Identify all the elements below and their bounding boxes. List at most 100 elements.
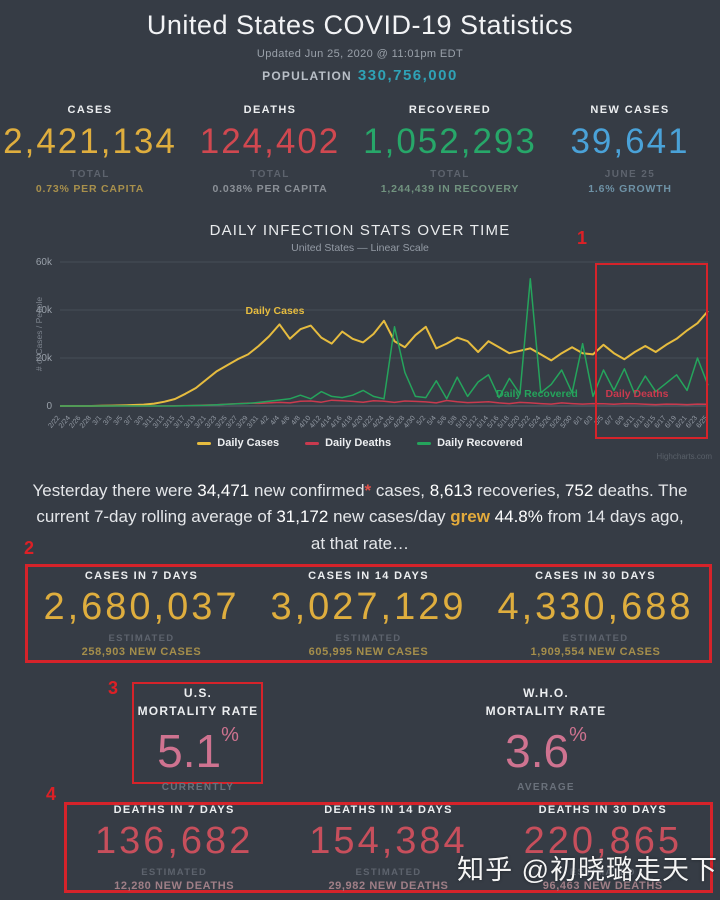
estimated-label: ESTIMATED [335, 632, 402, 644]
projection-subtext: 605,995 NEW CASES [308, 645, 429, 658]
stat-value: 1,052,293 [363, 122, 537, 161]
para-text: recoveries, [472, 481, 565, 500]
stat-cases: CASES 2,421,134 TOTAL 0.73% PER CAPITA [0, 104, 180, 195]
stat-subtext: 0.038% PER CAPITA [212, 183, 328, 195]
projection-value: 154,384 [309, 819, 468, 862]
population-line: POPULATION 330,756,000 [0, 67, 720, 84]
estimated-label: ESTIMATED [569, 866, 636, 878]
stat-value: 39,641 [570, 122, 690, 161]
legend-item-daily-deaths[interactable]: Daily Deaths [305, 437, 391, 449]
highcharts-credit: Highcharts.com [656, 452, 712, 461]
svg-text:Daily Cases: Daily Cases [246, 305, 305, 317]
svg-text:4/4: 4/4 [269, 415, 281, 427]
summary-paragraph: Yesterday there were 34,471 new confirme… [32, 478, 688, 557]
deaths-7-days: DEATHS IN 7 DAYS 136,682 ESTIMATED 12,28… [67, 804, 281, 892]
mortality-heading: W.H.O. MORTALITY RATE [396, 684, 696, 720]
chart-title: DAILY INFECTION STATS OVER TIME [209, 222, 511, 239]
svg-text:# of Cases / People: # of Cases / People [34, 297, 44, 371]
mortality-subtext: CURRENTLY [161, 782, 235, 793]
para-recoveries-count: 8,613 [429, 481, 473, 500]
mortality-value: 3.6% [396, 724, 696, 778]
chart-legend: Daily Cases Daily Deaths Daily Recovered [0, 437, 720, 449]
percent-sign: % [221, 724, 239, 746]
annotation-box-3-us-mortality [132, 682, 263, 784]
mortality-value: 5.1% [0, 724, 396, 778]
svg-text:5/4: 5/4 [426, 415, 438, 427]
annotation-box-2-cases-projections: CASES IN 7 DAYS 2,680,037 ESTIMATED 258,… [25, 564, 712, 663]
para-asterisk: * [364, 481, 372, 500]
legend-dash-icon [305, 441, 320, 445]
projection-subtext: 12,280 NEW DEATHS [114, 879, 235, 892]
svg-text:Daily Recovered: Daily Recovered [496, 388, 578, 400]
zhihu-watermark: 知乎 @初晓璐走天下 [457, 855, 718, 885]
estimated-label: ESTIMATED [141, 866, 208, 878]
mortality-subtext: AVERAGE [517, 782, 575, 793]
legend-item-daily-cases[interactable]: Daily Cases [197, 437, 279, 449]
projection-value: 136,682 [94, 819, 254, 862]
projection-value: 2,680,037 [43, 585, 240, 628]
svg-text:4/6: 4/6 [280, 415, 292, 427]
projection-label: DEATHS IN 30 DAYS [538, 803, 668, 816]
projection-label: CASES IN 30 DAYS [535, 569, 656, 582]
annotation-digit-1: 1 [577, 228, 588, 248]
annotation-digit-4: 4 [46, 784, 57, 804]
mortality-region: W.H.O. [523, 686, 569, 700]
population-value: 330,756,000 [357, 67, 458, 84]
svg-text:4/2: 4/2 [259, 415, 271, 427]
mortality-number: 3.6 [505, 725, 570, 777]
estimated-label: ESTIMATED [562, 632, 629, 644]
stat-recovered: RECOVERED 1,052,293 TOTAL 1,244,439 IN R… [360, 104, 540, 195]
estimated-label: ESTIMATED [355, 866, 422, 878]
svg-text:0: 0 [46, 401, 52, 412]
projection-value: 4,330,688 [497, 585, 694, 628]
svg-text:60k: 60k [36, 257, 53, 268]
projection-label: CASES IN 14 DAYS [308, 569, 429, 582]
para-new-cases-count: 34,471 [197, 481, 250, 500]
mortality-region: U.S. [183, 686, 213, 700]
svg-text:3/9: 3/9 [134, 415, 146, 427]
svg-text:6/9: 6/9 [614, 415, 626, 427]
legend-dash-icon [417, 441, 432, 445]
projection-value: 3,027,129 [270, 585, 467, 628]
svg-text:3/1: 3/1 [92, 415, 104, 427]
svg-text:3/5: 3/5 [113, 415, 125, 427]
mortality-rate-label: MORTALITY RATE [485, 704, 607, 718]
legend-dash-icon [197, 441, 212, 445]
svg-text:4/8: 4/8 [290, 415, 302, 427]
stat-total-label: JUNE 25 [604, 169, 656, 180]
stat-label: RECOVERED [408, 104, 492, 116]
mortality-number: 5.1 [157, 725, 222, 777]
percent-sign: % [569, 724, 587, 746]
projection-subtext: 1,909,554 NEW CASES [530, 645, 661, 658]
svg-text:6/1: 6/1 [572, 415, 584, 427]
stat-label: CASES [67, 104, 113, 116]
cases-14-days: CASES IN 14 DAYS 3,027,129 ESTIMATED 605… [255, 570, 482, 658]
annotation-digit-2: 2 [24, 538, 35, 558]
stat-value: 124,402 [199, 122, 341, 161]
svg-text:5/6: 5/6 [437, 415, 449, 427]
stat-total-label: TOTAL [250, 169, 290, 180]
who-mortality: W.H.O. MORTALITY RATE 3.6% AVERAGE [396, 684, 696, 793]
projection-label: CASES IN 7 DAYS [84, 569, 199, 582]
deaths-14-days: DEATHS IN 14 DAYS 154,384 ESTIMATED 29,9… [281, 804, 495, 892]
deaths-30-days: DEATHS IN 30 DAYS 220,865 ESTIMATED 96,4… [496, 804, 710, 892]
svg-text:3/7: 3/7 [123, 415, 135, 427]
legend-label: Daily Recovered [437, 437, 523, 449]
cases-30-days: CASES IN 30 DAYS 4,330,688 ESTIMATED 1,9… [482, 570, 709, 658]
legend-item-daily-recovered[interactable]: Daily Recovered [417, 437, 523, 449]
para-grew-word: grew [450, 507, 490, 527]
svg-text:20k: 20k [36, 353, 53, 364]
annotation-box-4-deaths-projections: DEATHS IN 7 DAYS 136,682 ESTIMATED 12,28… [64, 802, 713, 893]
projection-subtext: 258,903 NEW CASES [81, 645, 202, 658]
para-text: new confirmed [249, 481, 365, 500]
stat-subtext: 0.73% PER CAPITA [35, 183, 145, 195]
header: United States COVID-19 Statistics Update… [0, 10, 720, 84]
para-deaths-count: 752 [564, 481, 594, 500]
svg-text:5/8: 5/8 [447, 415, 459, 427]
svg-text:6/7: 6/7 [604, 415, 616, 427]
projection-label: DEATHS IN 14 DAYS [324, 803, 453, 816]
para-text: cases, [371, 481, 430, 500]
chart-subtitle: United States — Linear Scale [291, 242, 429, 254]
